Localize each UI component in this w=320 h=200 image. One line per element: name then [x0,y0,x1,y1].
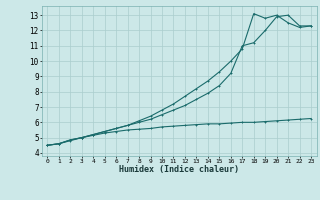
X-axis label: Humidex (Indice chaleur): Humidex (Indice chaleur) [119,165,239,174]
